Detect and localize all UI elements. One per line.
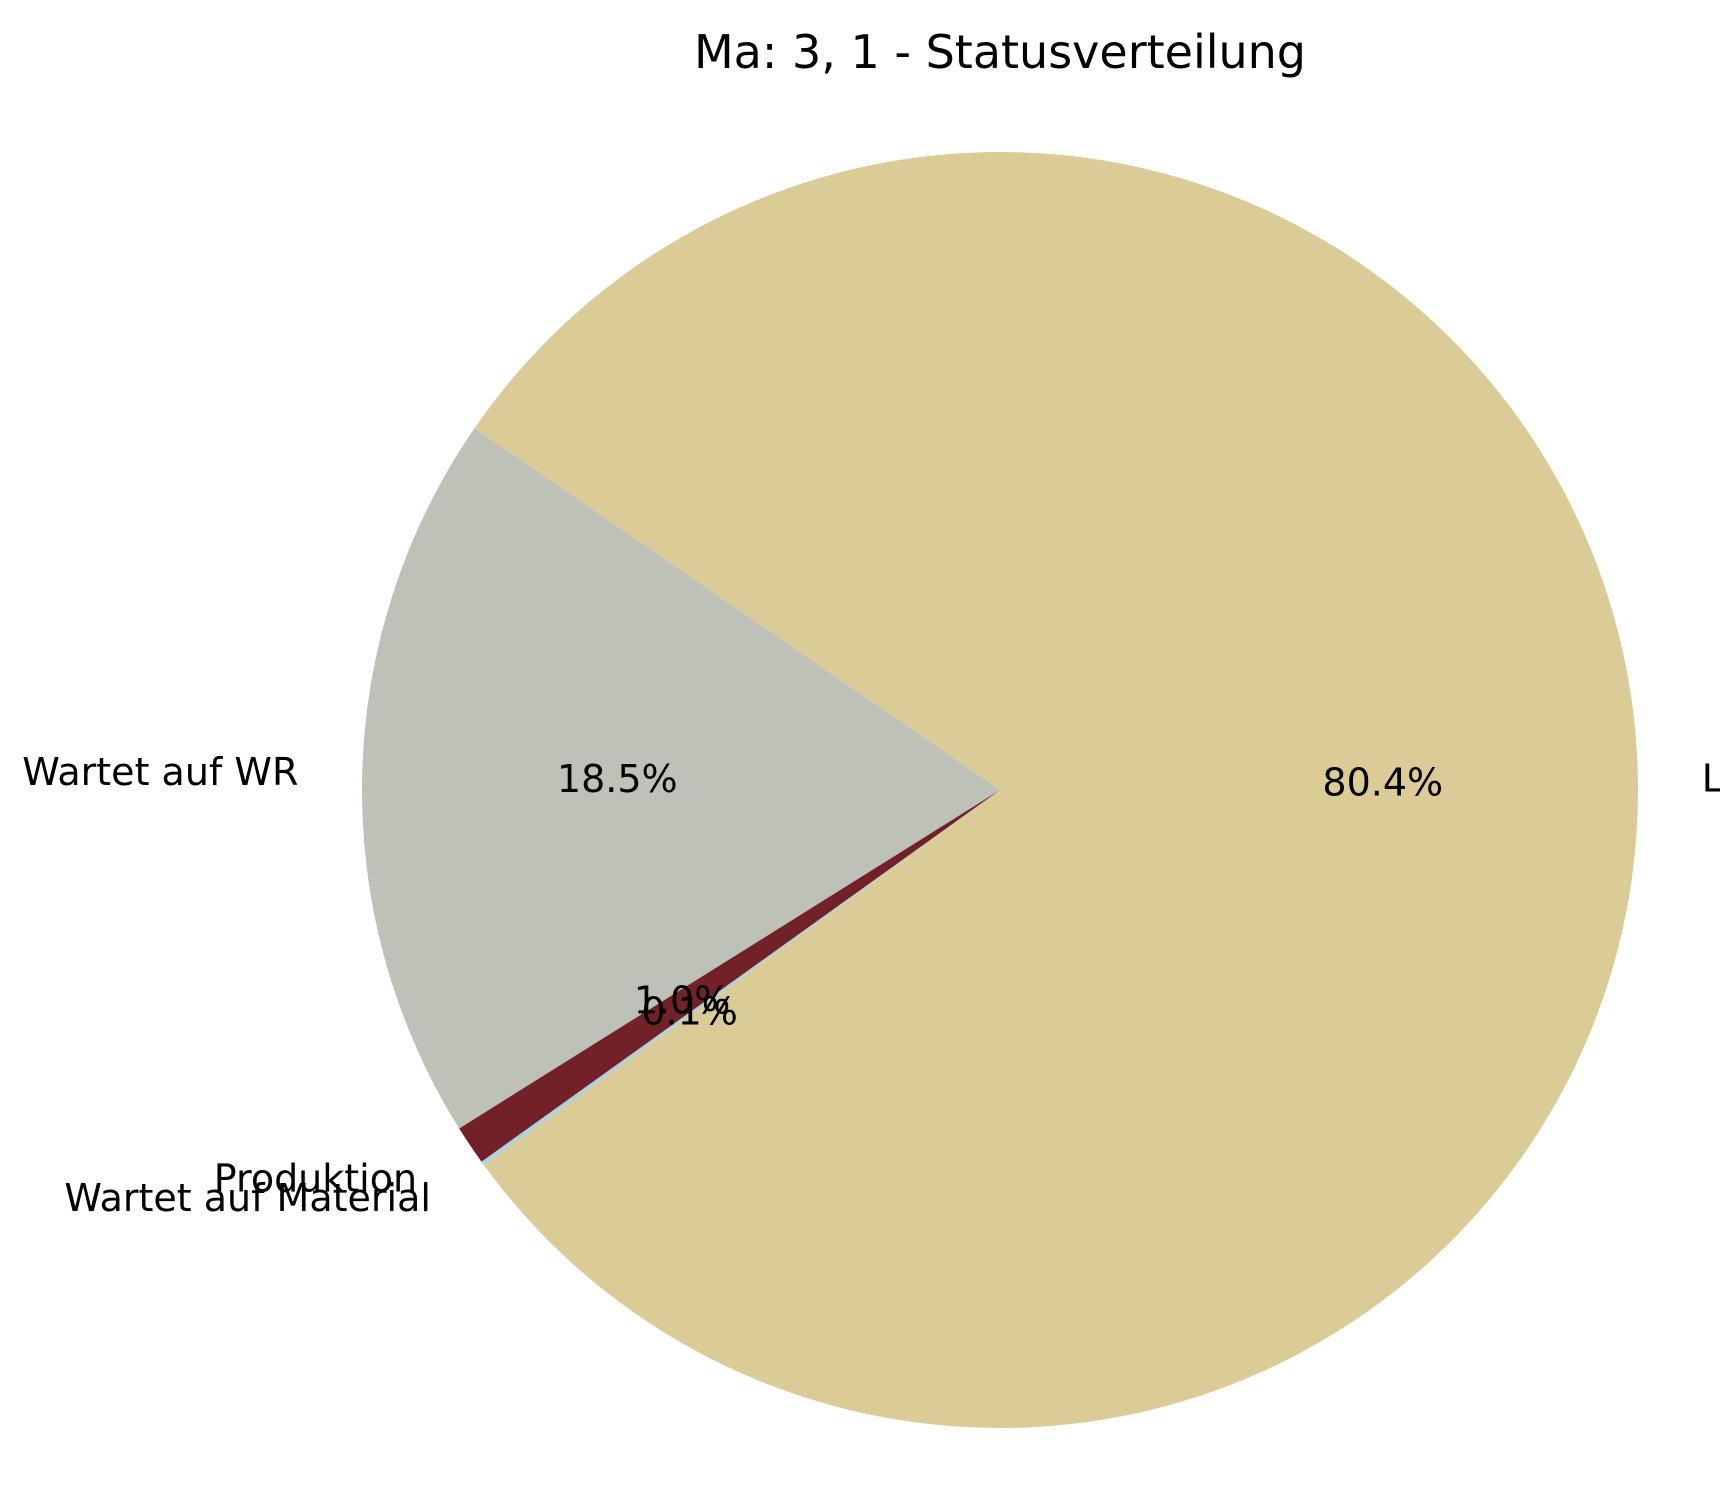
slice-label-produktion: Produktion [214, 1156, 417, 1200]
slice-label-wartet-auf-material: Wartet auf Material [64, 1176, 431, 1220]
pie-labels: Leerlauf 80.4% Wartet auf WR 18.5% Produktio… [22, 750, 1720, 1220]
pct-label-wartet-auf-material: 0.1% [641, 990, 738, 1034]
pie-slice-produktion [459, 790, 1000, 1162]
pct-label-wartet-auf-wr: 18.5% [557, 757, 678, 801]
pct-label-produktion: 1.0% [634, 979, 731, 1023]
pct-label-leerlauf: 80.4% [1322, 761, 1443, 805]
pie-slice-leerlauf [474, 151, 1639, 1428]
pie-slice-wartet-auf-material [481, 790, 1001, 1166]
pie-slice-wartet-auf-wr [362, 428, 1000, 1129]
pie-slices [362, 151, 1639, 1428]
chart-title: Ma: 3, 1 - Statusverteilung [694, 25, 1306, 79]
slice-label-wartet-auf-wr: Wartet auf WR [22, 750, 298, 794]
slice-label-leerlauf: Leerlauf [1702, 757, 1720, 801]
